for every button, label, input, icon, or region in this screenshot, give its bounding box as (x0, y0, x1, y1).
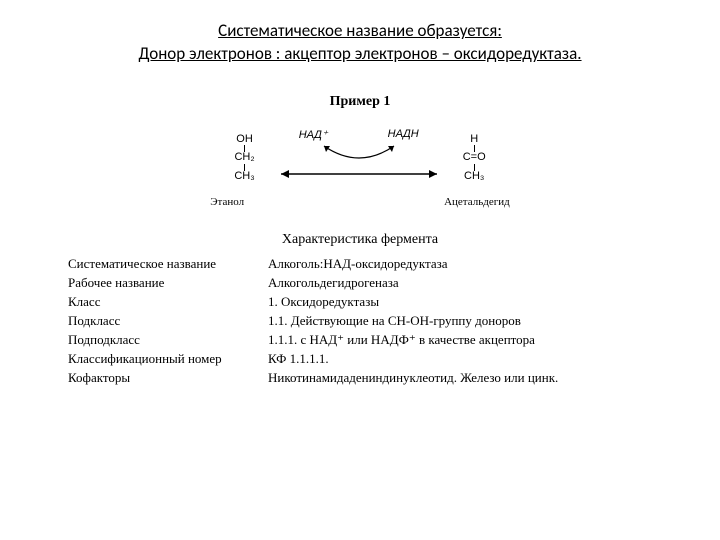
product-label: Ацетальдегид (444, 196, 510, 208)
product-line-1: C=O (463, 152, 486, 164)
characteristics-header: Характеристика фермента (40, 232, 680, 248)
cofactor-left-label: НАД⁺ (299, 128, 328, 141)
reactant-label: Этанол (210, 196, 244, 208)
reactant-line-0: OH (236, 134, 253, 146)
reactant-line-2: CH₃ (234, 171, 254, 183)
char-value: 1.1.1. с НАД⁺ или НАДФ⁺ в качестве акцеп… (268, 332, 680, 348)
product-line-0: H (470, 134, 478, 146)
cofactor-right-label: НАДН (388, 128, 419, 141)
char-label: Подкласс (68, 313, 268, 329)
char-label: Рабочее название (68, 275, 268, 291)
char-label: Кофакторы (68, 370, 268, 386)
char-label: Классификационный номер (68, 351, 268, 367)
molecule-labels: Этанол Ацетальдегид (40, 196, 680, 208)
product-line-2: CH₃ (464, 171, 484, 183)
title-line2: Донор электронов : акцептор электронов –… (138, 43, 581, 64)
reactant-line-1: CH₂ (234, 152, 254, 164)
char-value: Алкоголь:НАД-оксидоредуктаза (268, 256, 680, 272)
char-label: Класс (68, 294, 268, 310)
char-value: Алкогольдегидрогеназа (268, 275, 680, 291)
title-block: Систематическое название образуется: Дон… (40, 20, 680, 66)
reaction-scheme: OH CH₂ CH₃ НАД⁺ НАДН H C=O CH₃ (40, 128, 680, 188)
char-label: Систематическое название (68, 256, 268, 272)
reactant-structure: OH CH₂ CH₃ (234, 134, 254, 183)
char-value: 1.1. Действующие на СН-ОН-группу доноров (268, 313, 680, 329)
char-label: Подподкласс (68, 332, 268, 348)
char-value: Никотинамидадениндинуклеотид. Железо или… (268, 370, 680, 386)
char-value: 1. Оксидоредуктазы (268, 294, 680, 310)
characteristics-table: Систематическое название Алкоголь:НАД-ок… (68, 256, 680, 386)
char-value: КФ 1.1.1.1. (268, 351, 680, 367)
example-label: Пример 1 (40, 94, 680, 110)
product-structure: H C=O CH₃ (463, 134, 486, 183)
reaction-arrow-zone: НАД⁺ НАДН (269, 128, 449, 188)
title-line1: Систематическое название образуется: (218, 20, 502, 41)
